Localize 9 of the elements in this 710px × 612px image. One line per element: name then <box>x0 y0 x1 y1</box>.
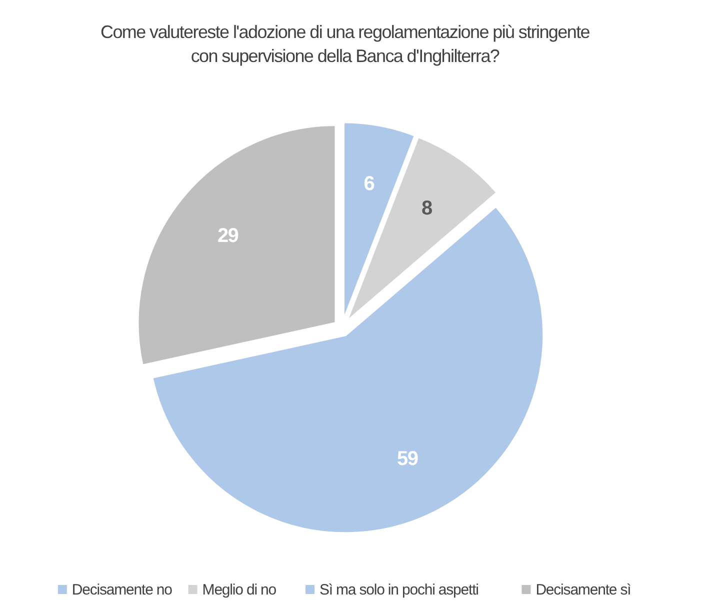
data-label: 29 <box>217 225 239 248</box>
legend-label: Meglio di no <box>202 582 276 598</box>
legend-label: Decisamente sì <box>536 582 632 598</box>
data-label: 6 <box>364 172 375 195</box>
data-label: 8 <box>422 197 433 220</box>
legend-label: Decisamente no <box>72 582 172 598</box>
chart-title: Come valutereste l'adozione di una regolamentazione più stringente con supervisione della Banca d'Inghilterra? <box>100 22 590 66</box>
data-label: 59 <box>397 448 418 470</box>
legend-label: Sì ma solo in pochi aspetti <box>320 582 479 598</box>
